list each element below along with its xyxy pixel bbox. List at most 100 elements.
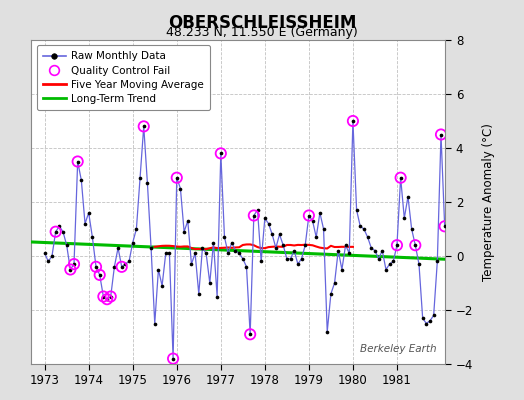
- Point: [330, 280, 339, 286]
- Point: [308, 218, 316, 224]
- Point: [246, 331, 254, 338]
- Point: [136, 174, 144, 181]
- Point: [154, 266, 162, 273]
- Point: [95, 272, 104, 278]
- Point: [301, 242, 309, 248]
- Point: [378, 247, 387, 254]
- Point: [353, 207, 361, 213]
- Point: [338, 266, 346, 273]
- Point: [430, 312, 438, 318]
- Point: [121, 261, 129, 267]
- Point: [220, 234, 228, 240]
- Point: [437, 131, 445, 138]
- Point: [257, 258, 265, 265]
- Point: [397, 174, 405, 181]
- Point: [323, 328, 331, 335]
- Point: [375, 256, 383, 262]
- Point: [290, 247, 298, 254]
- Point: [114, 245, 122, 251]
- Point: [183, 218, 192, 224]
- Point: [441, 223, 449, 230]
- Point: [389, 258, 398, 265]
- Point: [271, 245, 280, 251]
- Point: [59, 228, 67, 235]
- Point: [77, 177, 85, 184]
- Point: [253, 207, 261, 213]
- Point: [312, 234, 320, 240]
- Point: [433, 258, 442, 265]
- Point: [268, 231, 276, 238]
- Point: [411, 242, 420, 248]
- Point: [176, 185, 184, 192]
- Point: [315, 210, 324, 216]
- Point: [408, 226, 416, 232]
- Point: [84, 210, 93, 216]
- Point: [216, 150, 225, 156]
- Point: [260, 215, 269, 222]
- Point: [209, 239, 217, 246]
- Point: [51, 228, 60, 235]
- Point: [172, 174, 181, 181]
- Point: [304, 212, 313, 219]
- Point: [117, 264, 126, 270]
- Point: [386, 261, 394, 267]
- Point: [81, 220, 89, 227]
- Point: [400, 215, 409, 222]
- Point: [319, 226, 328, 232]
- Point: [459, 247, 467, 254]
- Point: [282, 256, 291, 262]
- Point: [437, 131, 445, 138]
- Text: 48.233 N, 11.550 E (Germany): 48.233 N, 11.550 E (Germany): [166, 26, 358, 39]
- Text: OBERSCHLEISSHEIM: OBERSCHLEISSHEIM: [168, 14, 356, 32]
- Point: [180, 228, 188, 235]
- Point: [187, 261, 195, 267]
- Point: [194, 290, 203, 297]
- Point: [139, 123, 148, 130]
- Point: [349, 118, 357, 124]
- Point: [99, 293, 107, 300]
- Point: [70, 261, 78, 267]
- Point: [264, 220, 272, 227]
- Point: [345, 250, 354, 256]
- Point: [165, 250, 173, 256]
- Point: [227, 239, 236, 246]
- Point: [404, 193, 412, 200]
- Point: [44, 258, 52, 265]
- Point: [382, 266, 390, 273]
- Point: [139, 123, 148, 130]
- Point: [40, 250, 49, 256]
- Point: [169, 355, 177, 362]
- Point: [66, 266, 74, 273]
- Point: [172, 174, 181, 181]
- Point: [452, 245, 460, 251]
- Point: [132, 226, 140, 232]
- Point: [103, 296, 111, 302]
- Point: [161, 250, 170, 256]
- Point: [158, 282, 166, 289]
- Point: [415, 261, 423, 267]
- Point: [297, 256, 305, 262]
- Point: [448, 239, 456, 246]
- Point: [455, 247, 464, 254]
- Point: [106, 293, 115, 300]
- Point: [216, 150, 225, 156]
- Point: [224, 250, 232, 256]
- Point: [110, 264, 118, 270]
- Point: [360, 226, 368, 232]
- Point: [231, 247, 239, 254]
- Point: [73, 158, 82, 165]
- Point: [213, 293, 221, 300]
- Point: [342, 242, 350, 248]
- Point: [125, 258, 133, 265]
- Point: [426, 318, 434, 324]
- Point: [393, 242, 401, 248]
- Point: [51, 228, 60, 235]
- Point: [55, 223, 63, 230]
- Point: [249, 212, 258, 219]
- Point: [393, 242, 401, 248]
- Point: [235, 250, 243, 256]
- Point: [92, 264, 100, 270]
- Point: [444, 231, 453, 238]
- Point: [202, 250, 210, 256]
- Text: Berkeley Earth: Berkeley Earth: [361, 344, 437, 354]
